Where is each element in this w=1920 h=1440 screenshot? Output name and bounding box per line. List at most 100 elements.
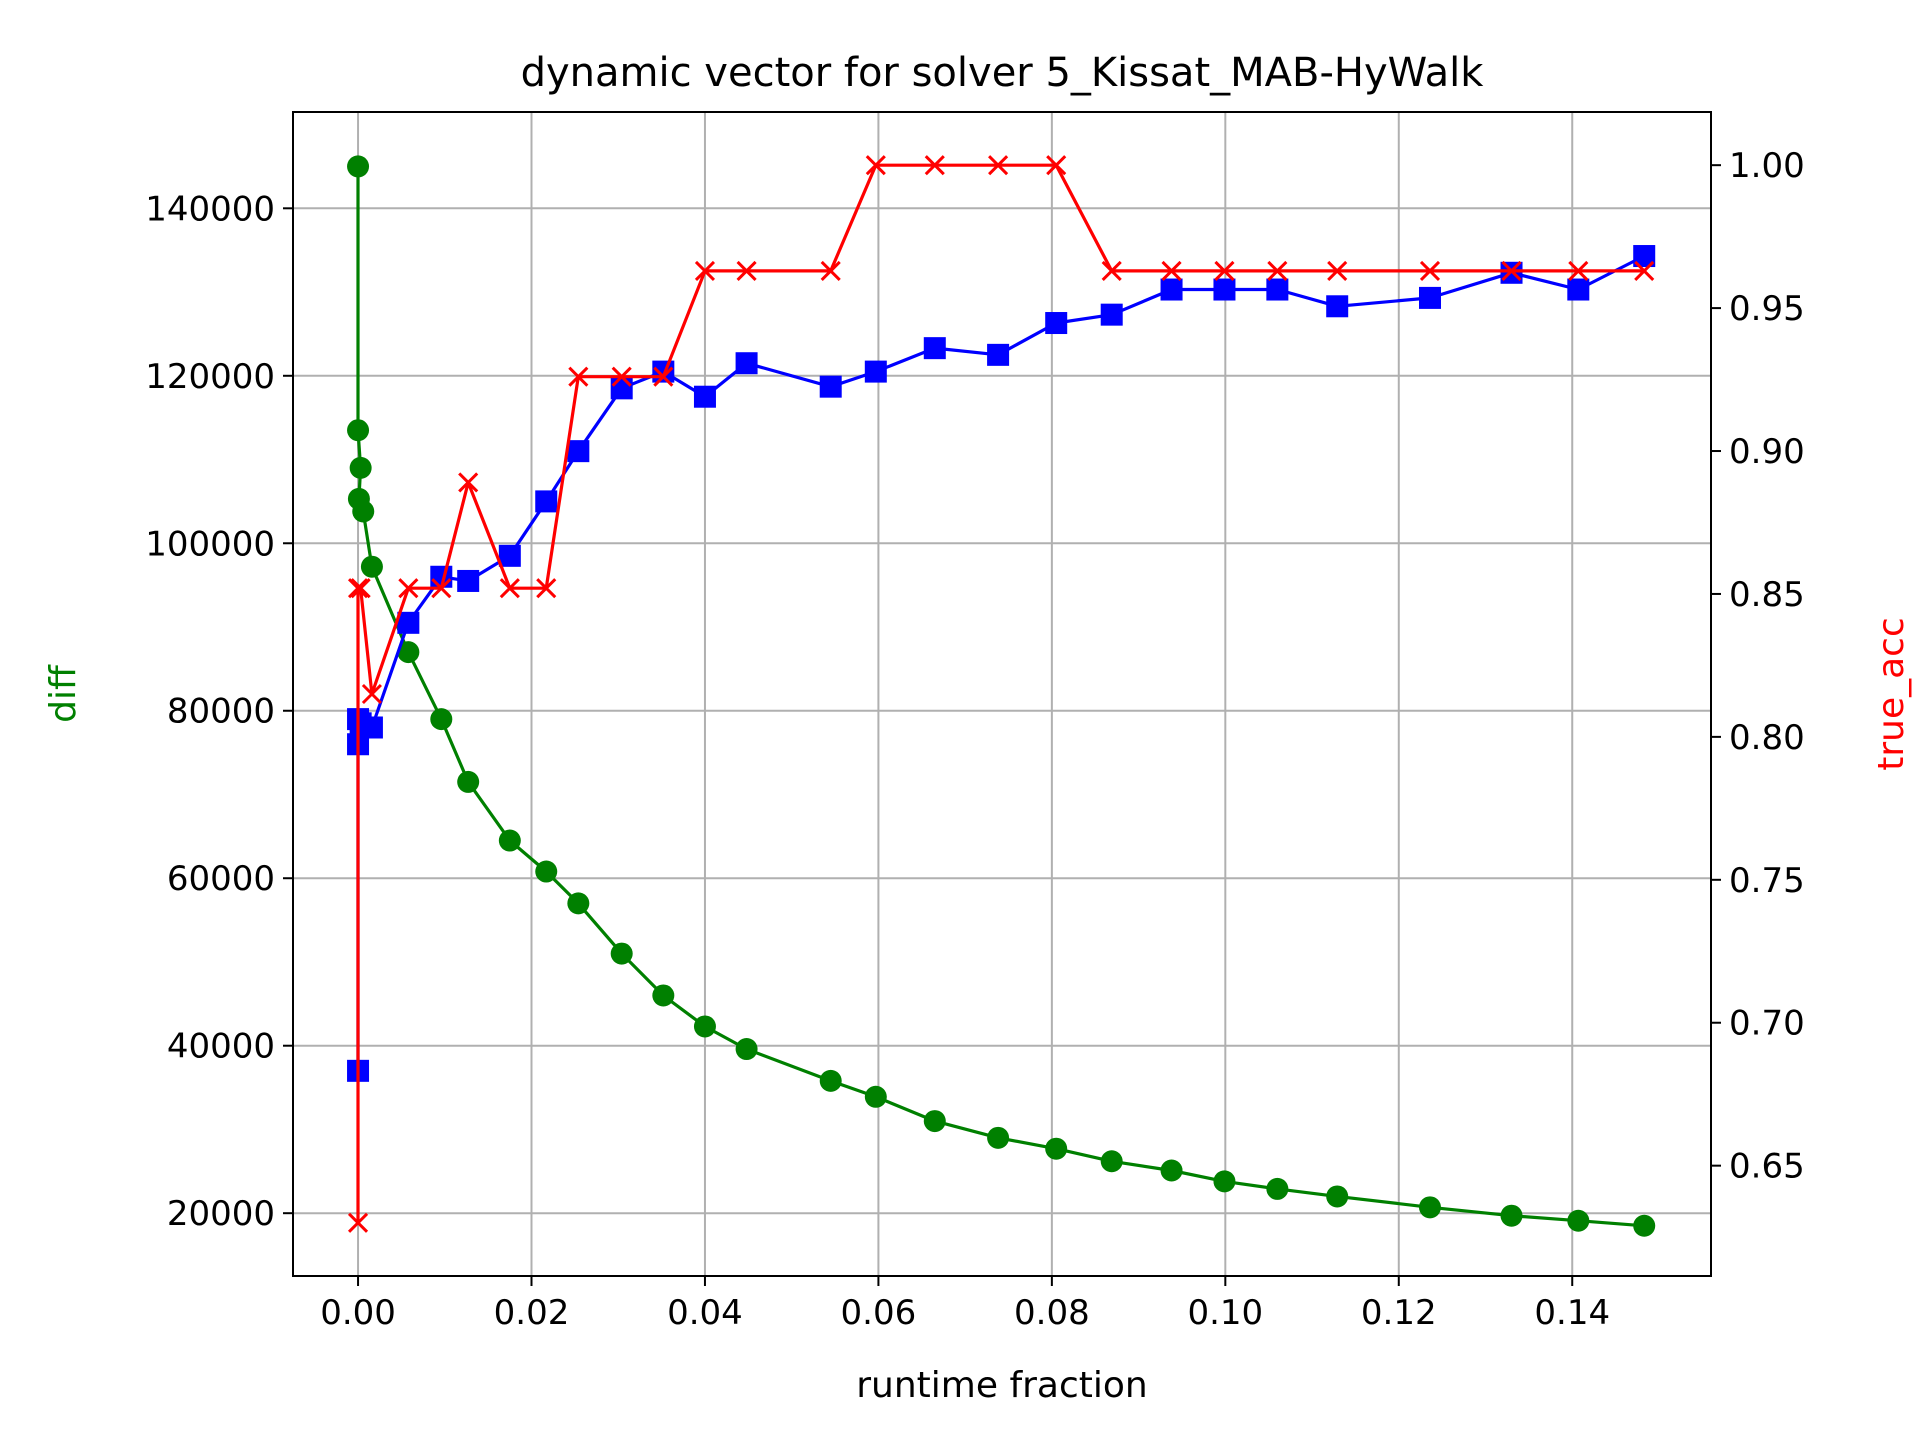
data-point [923,1110,946,1133]
data-point [361,683,382,705]
data-point [458,472,479,493]
data-point [653,366,674,387]
data-point [1045,312,1068,335]
y-left-tick-label: 100000 [145,524,275,564]
x-tick-label: 0.10 [1187,1293,1263,1333]
data-point [735,352,758,375]
data-point [347,419,370,442]
series-line [356,163,1645,1223]
data-point [349,456,372,479]
data-point [567,892,590,915]
y-right-tick-label: 0.90 [1729,432,1805,472]
data-point [1160,1159,1183,1182]
data-point [360,555,383,578]
y-left-tick-label: 120000 [145,357,275,397]
y-right-tick-label: 0.65 [1729,1147,1805,1187]
x-axis-label: runtime fraction [856,1365,1148,1406]
data-point [652,360,675,383]
data-point [1326,295,1349,318]
series-x [347,155,1655,1233]
chart-title: dynamic vector for solver 5_Kissat_MAB-H… [521,50,1485,96]
data-point [864,1085,887,1108]
x-tick-label: 0.08 [1014,1293,1090,1333]
data-point [735,1038,758,1061]
data-point [1326,1185,1349,1208]
data-point [1160,278,1183,301]
data-point [864,360,887,383]
y-right-tick-label: 0.70 [1729,1004,1805,1044]
data-point [1101,260,1122,281]
y-left-tick-label: 80000 [167,692,275,732]
x-tick-label: 0.14 [1534,1293,1610,1333]
y-right-tick-label: 1.00 [1729,146,1805,186]
data-point [1568,260,1589,281]
y-left-tick-label: 40000 [167,1027,275,1067]
data-point [1419,286,1442,309]
data-point [693,385,716,408]
y-left-tick-label: 140000 [145,189,275,229]
y-left-tick-label: 60000 [167,859,275,899]
data-point [1633,245,1656,268]
data-point [1100,1150,1123,1173]
x-tick-label: 0.12 [1361,1293,1437,1333]
data-point [987,343,1010,366]
data-point [1634,260,1655,281]
data-point [430,708,453,731]
data-point [1419,260,1441,281]
data-point [610,942,633,965]
y-left-tick-label: 20000 [167,1194,275,1234]
data-point [1419,1196,1442,1219]
data-point [611,366,632,387]
data-point [1500,1204,1523,1227]
data-point [736,260,757,281]
data-point [1633,1214,1656,1237]
data-point [1501,260,1522,281]
data-point [457,770,480,793]
data-point [536,578,557,599]
x-tick-label: 0.04 [667,1293,743,1333]
data-point [865,155,886,176]
series-layer [347,155,1656,1237]
data-point [398,578,419,599]
y-right-tick-label: 0.75 [1729,861,1805,901]
data-point [1214,260,1235,281]
data-point [535,860,558,883]
data-point [498,544,521,567]
data-point [347,1212,369,1233]
data-point [535,490,558,513]
data-point [397,611,420,634]
series-circle [347,155,1656,1237]
data-point [987,1126,1010,1149]
data-point [923,337,946,360]
data-point [1100,303,1123,326]
data-point [360,716,383,739]
data-point [924,155,945,176]
data-point [820,260,841,281]
data-point [693,1015,716,1038]
grid [293,112,1711,1276]
y-right-tick-label: 0.95 [1729,289,1805,329]
data-point [567,440,590,463]
data-point [350,578,371,599]
data-point [819,1069,842,1092]
data-point [1266,278,1289,301]
data-point [694,260,716,281]
data-point [652,984,675,1007]
x-tick-label: 0.06 [841,1293,917,1333]
data-point [457,569,480,592]
plot-frame [292,111,1712,1277]
data-point [1213,278,1236,301]
data-point [347,155,370,178]
data-point [1266,1177,1289,1200]
data-point [352,500,375,523]
data-point [1161,260,1182,281]
left-y-axis-label: diff [43,664,84,723]
data-point [1045,1137,1068,1160]
y-right-tick-label: 0.80 [1729,718,1805,758]
y-right-tick-label: 0.85 [1729,575,1805,615]
right-y-axis-label: true_acc [1871,617,1912,771]
data-point [397,641,420,664]
data-point [1567,278,1590,301]
